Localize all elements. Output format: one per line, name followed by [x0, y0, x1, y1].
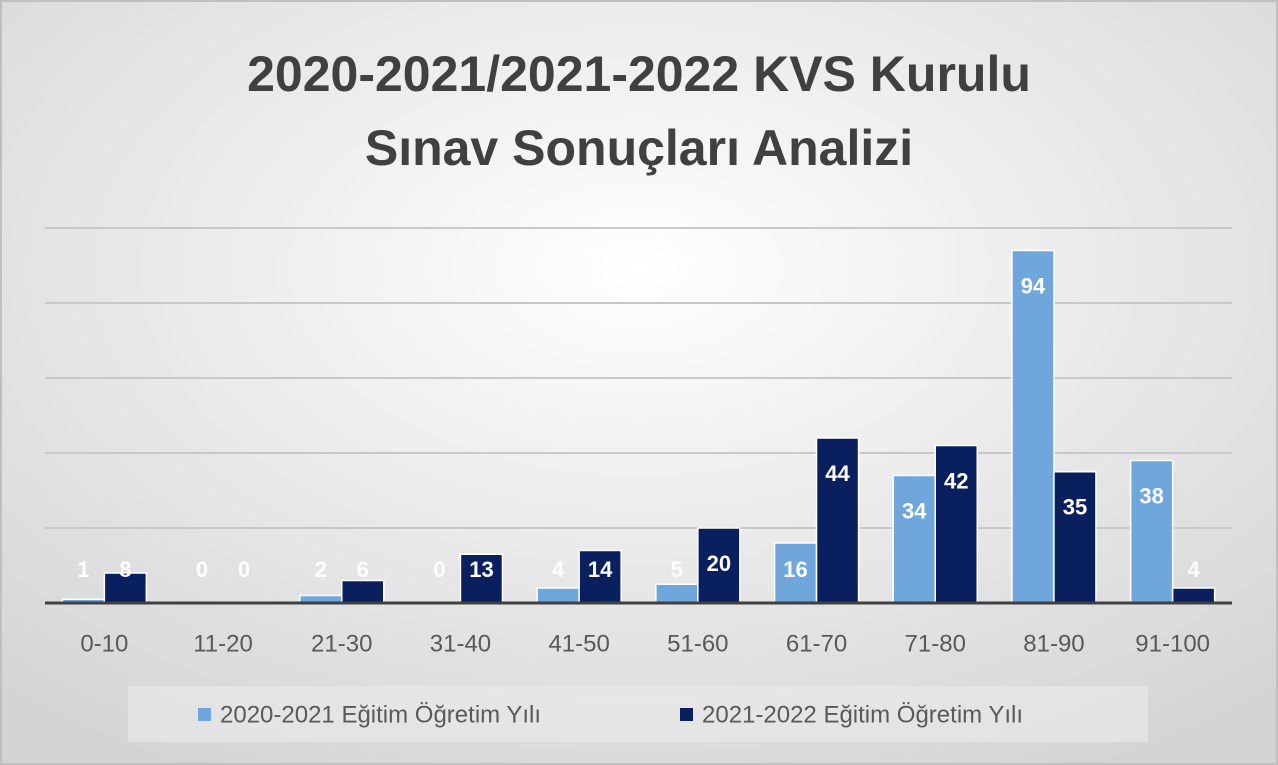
legend-label: 2020-2021 Eğitim Öğretim Yılı	[220, 701, 541, 728]
x-tick-label: 21-30	[311, 630, 372, 657]
data-label: 8	[119, 557, 131, 582]
bar	[1129, 459, 1174, 604]
legend-label: 2021-2022 Eğitim Öğretim Yılı	[702, 701, 1023, 728]
bar	[1011, 249, 1055, 604]
x-tick-label: 91-100	[1135, 630, 1210, 657]
data-label: 16	[783, 557, 807, 582]
legend-box	[128, 686, 1148, 742]
bar	[1053, 471, 1097, 604]
data-label: 4	[1188, 557, 1201, 582]
x-tick-label: 81-90	[1023, 630, 1084, 657]
x-tick-label: 11-20	[193, 630, 253, 657]
data-label: 4	[552, 557, 565, 582]
data-label: 13	[469, 557, 493, 582]
bar	[536, 587, 580, 604]
data-label: 5	[671, 557, 683, 582]
x-tick-label: 41-50	[548, 630, 609, 657]
data-label: 34	[902, 498, 927, 523]
data-label: 42	[944, 468, 968, 493]
x-tick-label: 61-70	[786, 630, 847, 657]
data-label: 6	[357, 557, 369, 582]
chart-title: Sınav Sonuçları Analizi	[365, 120, 913, 176]
data-label: 35	[1063, 495, 1087, 520]
bar	[103, 572, 148, 604]
data-label: 0	[433, 557, 445, 582]
data-label: 20	[707, 551, 731, 576]
data-label: 2	[315, 557, 327, 582]
data-label: 0	[238, 557, 250, 582]
data-label: 14	[588, 557, 613, 582]
legend-swatch	[680, 708, 693, 721]
legend-swatch	[198, 708, 211, 721]
bar	[697, 527, 741, 604]
chart-title: 2020-2021/2021-2022 KVS Kurulu	[247, 46, 1031, 102]
bar	[892, 474, 936, 604]
x-tick-label: 31-40	[430, 630, 491, 657]
data-label: 0	[196, 557, 208, 582]
data-label: 1	[77, 557, 89, 582]
bar	[1171, 587, 1216, 604]
x-tick-label: 0-10	[80, 630, 128, 657]
bar	[655, 583, 699, 604]
data-label: 44	[825, 461, 850, 486]
data-label: 38	[1139, 483, 1163, 508]
data-label: 94	[1021, 273, 1046, 298]
bar	[815, 437, 860, 604]
x-tick-label: 71-80	[905, 630, 966, 657]
bar	[341, 579, 385, 604]
bar	[773, 542, 818, 604]
x-tick-label: 51-60	[667, 630, 728, 657]
bar	[459, 553, 504, 604]
